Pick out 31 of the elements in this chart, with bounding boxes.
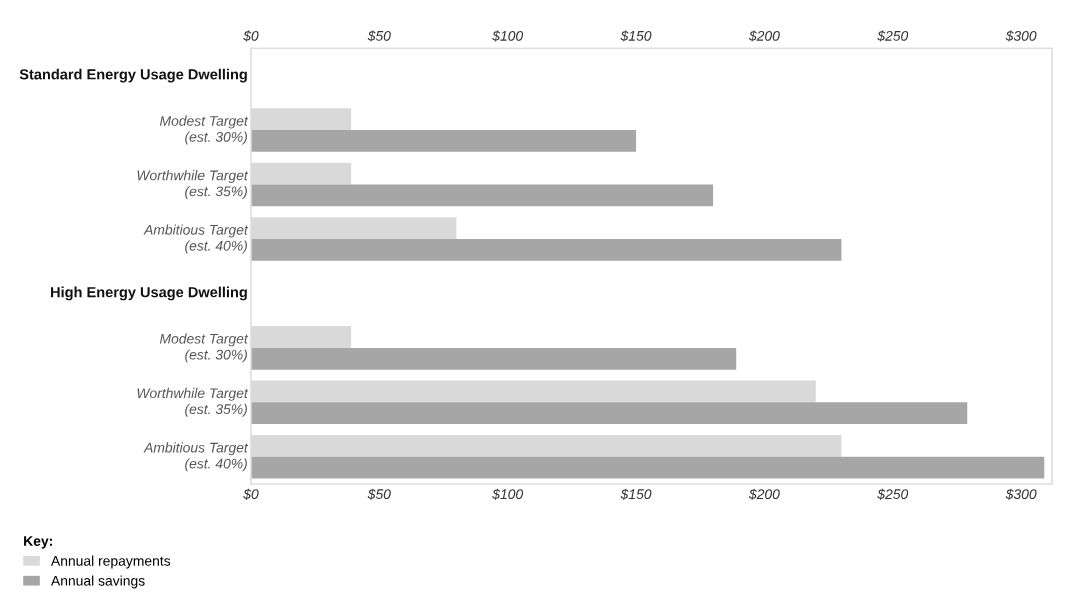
y-tick-label: Modest Target (est. 30%) bbox=[159, 333, 249, 363]
x-tick-label: $50 bbox=[367, 488, 391, 500]
x2-tick-label: $300 bbox=[1005, 30, 1037, 42]
x2-tick-label: $200 bbox=[748, 30, 780, 42]
x-tick-label: $100 bbox=[492, 488, 524, 500]
legend-label: Annual savings bbox=[50, 575, 145, 589]
x-tick-label: $300 bbox=[1005, 488, 1037, 500]
x-tick-label: $0 bbox=[243, 488, 259, 500]
y-tick-label: Worthwhile Target (est. 35%) bbox=[137, 387, 249, 417]
y-tick-label: Ambitious Target (est. 40%) bbox=[143, 442, 249, 472]
x2-tick-label: $150 bbox=[620, 30, 652, 42]
bar bbox=[250, 238, 842, 261]
x2-tick-label: $100 bbox=[492, 30, 524, 42]
bar bbox=[250, 347, 737, 370]
y-tick-label: Modest Target (est. 30%) bbox=[159, 115, 249, 145]
bar bbox=[250, 184, 714, 207]
y-tick-label: Ambitious Target (est. 40%) bbox=[143, 224, 249, 254]
bar bbox=[250, 130, 637, 152]
legend-title: Key: bbox=[24, 536, 52, 549]
y-tick-label: Worthwhile Target (est. 35%) bbox=[137, 170, 249, 199]
x-tick-label: $150 bbox=[620, 488, 652, 500]
y-tick-label: High Energy Usage Dwelling bbox=[51, 286, 247, 301]
x2-tick-label: $50 bbox=[367, 30, 391, 42]
x-tick-label: $200 bbox=[748, 488, 780, 500]
legend-label: Annual repayments bbox=[50, 555, 171, 569]
x2-tick-label: $0 bbox=[243, 30, 259, 42]
x2-tick-label: $250 bbox=[877, 30, 909, 42]
bar bbox=[250, 456, 1045, 479]
y-tick-label: Standard Energy Usage Dwelling bbox=[19, 68, 247, 83]
bar bbox=[250, 402, 968, 425]
x-tick-label: $250 bbox=[877, 488, 909, 500]
